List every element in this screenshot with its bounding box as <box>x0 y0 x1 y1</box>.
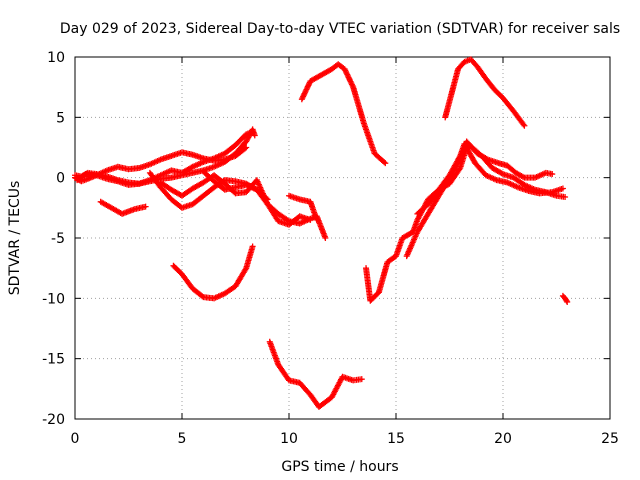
y-tick-label: -10 <box>42 291 65 307</box>
series-trace-g <box>286 192 320 223</box>
data-point <box>249 128 256 135</box>
data-point <box>243 144 250 151</box>
series-trace-f <box>200 168 271 203</box>
data-point <box>498 170 505 177</box>
axis-ticks: 0 5 10 15 20 25 -20 -15 -10 -5 0 5 10 <box>42 50 619 447</box>
series-trace-n <box>414 140 566 217</box>
data-point <box>521 122 528 129</box>
series-trace-b <box>72 144 250 185</box>
data-point <box>263 195 270 202</box>
data-point <box>264 196 271 203</box>
data-points <box>72 56 571 410</box>
data-point <box>520 121 527 128</box>
data-point <box>564 298 571 305</box>
data-point <box>562 193 569 200</box>
x-tick-label: 20 <box>494 431 512 447</box>
series-trace-d <box>146 169 329 241</box>
series-trace-j <box>266 338 365 410</box>
series-trace-l <box>363 143 569 304</box>
data-point <box>549 171 556 178</box>
x-tick-label: 5 <box>178 431 187 447</box>
grid-lines <box>75 57 610 419</box>
data-point <box>382 160 389 167</box>
x-tick-label: 0 <box>71 431 80 447</box>
data-point <box>563 297 570 304</box>
data-point <box>483 155 490 162</box>
data-point <box>322 235 329 241</box>
x-axis-label: GPS time / hours <box>281 459 398 475</box>
x-tick-label: 15 <box>387 431 405 447</box>
y-tick-label: 5 <box>56 110 65 126</box>
data-point <box>199 293 206 300</box>
data-point <box>358 376 365 383</box>
series-trace-p <box>559 292 571 305</box>
data-point <box>559 185 566 192</box>
x-tick-label: 10 <box>280 431 298 447</box>
data-point <box>307 216 314 223</box>
data-point <box>249 243 256 250</box>
series-trace-o <box>442 56 528 129</box>
data-point <box>242 145 249 152</box>
y-tick-label: -20 <box>42 412 65 428</box>
y-tick-label: -5 <box>51 231 65 247</box>
y-tick-label: 0 <box>56 171 65 187</box>
data-point <box>251 132 258 139</box>
y-axis-label: SDTVAR / TECUs <box>7 181 23 296</box>
series-trace-i <box>170 243 256 302</box>
chart-title: Day 029 of 2023, Sidereal Day-to-day VTE… <box>60 21 620 37</box>
data-point <box>313 216 320 223</box>
series-trace-h <box>97 198 149 217</box>
x-tick-label: 25 <box>601 431 619 447</box>
y-tick-label: -15 <box>42 352 65 368</box>
series-trace-c <box>74 128 256 188</box>
data-point <box>142 203 149 210</box>
data-point <box>381 159 388 166</box>
series-trace-k <box>298 61 389 167</box>
y-tick-label: 10 <box>47 50 65 66</box>
